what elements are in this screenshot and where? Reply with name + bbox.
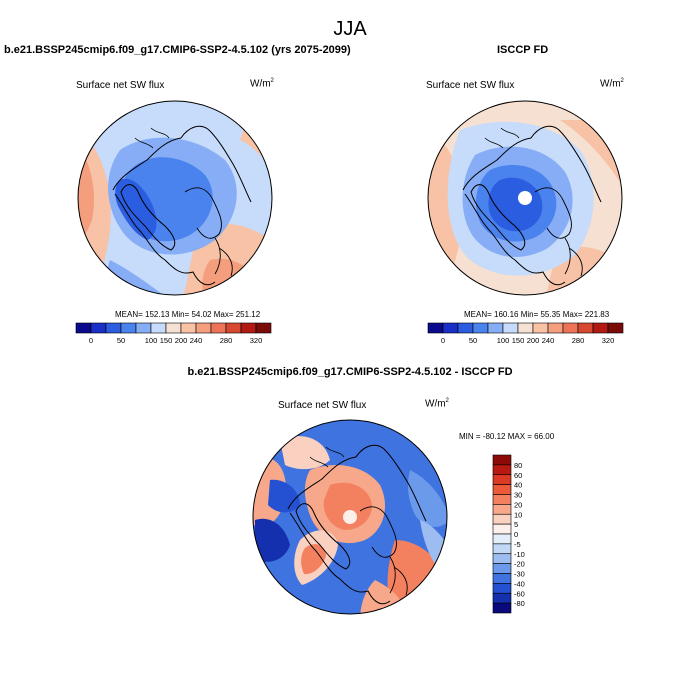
- panel-2-stats: MEAN= 160.16 Min= 55.35 Max= 221.83: [464, 310, 610, 319]
- panel-3-colorbar-box: [492, 454, 512, 466]
- panel-2-colorbar-tick-label: 320: [602, 336, 615, 345]
- panel-3-colorbar-box: [492, 583, 512, 594]
- panel-2-colorbar-box: [517, 322, 534, 334]
- panel-3-colorbar-tick-label: -30: [514, 570, 525, 579]
- panel-3-title: b.e21.BSSP245cmip6.f09_g17.CMIP6-SSP2-4.…: [187, 366, 513, 378]
- panel-3-colorbar-box: [492, 504, 512, 515]
- panel-3-colorbar-box: [492, 494, 512, 505]
- panel-3-colorbar-tick-label: 5: [514, 520, 518, 529]
- panel-3-stats: MIN = -80.12 MAX = 66.00: [459, 432, 555, 441]
- panel-2-colorbar-box: [487, 322, 504, 334]
- panel-1-colorbar-tick-label: 200: [175, 336, 188, 345]
- panel-1-colorbar-box: [165, 322, 182, 334]
- panel-2-colorbar-box: [532, 322, 549, 334]
- panel-2-colorbar-tick-label: 150: [512, 336, 525, 345]
- panel-3-colorbar-box: [492, 464, 512, 476]
- panel-1-colorbar-box: [150, 322, 167, 334]
- panel-1-title: b.e21.BSSP245cmip6.f09_g17.CMIP6-SSP2-4.…: [4, 44, 351, 56]
- panel-3-colorbar-box: [492, 592, 512, 604]
- panel-2-colorbar-box: [547, 322, 564, 334]
- panel-3-units: W/m2: [425, 398, 449, 410]
- panel-3-colorbar-tick-label: 0: [514, 530, 518, 539]
- panel-3-colorbar-box: [492, 474, 512, 485]
- panel-3-colorbar-box: [492, 602, 512, 614]
- panel-2-map: [427, 100, 623, 296]
- panel-2-colorbar-box: [427, 322, 444, 334]
- panel-3-colorbar-tick-label: -80: [514, 599, 525, 608]
- panel-1-units: W/m2: [250, 78, 274, 90]
- panel-1-colorbar-box: [195, 322, 212, 334]
- panel-1-colorbar-tick-label: 100: [145, 336, 158, 345]
- panel-1-colorbar-tick-label: 50: [117, 336, 125, 345]
- panel-3-colorbar-box: [492, 533, 512, 545]
- panel-1-colorbar-box: [255, 322, 272, 334]
- panel-3-colorbar-tick-label: -20: [514, 560, 525, 569]
- panel-1-colorbar: 0 50 100 150 200 240 280 320: [75, 322, 272, 345]
- panel-3-colorbar-tick-label: 20: [514, 500, 522, 509]
- panel-2-colorbar-box: [592, 322, 609, 334]
- panel-1-colorbar-tick-label: 0: [89, 336, 93, 345]
- panel-2-colorbar-tick-label: 280: [572, 336, 585, 345]
- panel-1-colorbar-box: [180, 322, 197, 334]
- panel-1-colorbar-box: [225, 322, 242, 334]
- panel-2-colorbar-tick-label: 100: [497, 336, 510, 345]
- panel-2-colorbar-box: [577, 322, 594, 334]
- panel-1-colorbar-box: [210, 322, 227, 334]
- panel-1-colorbar-box: [240, 322, 257, 334]
- panel-2-colorbar-tick-label: 0: [441, 336, 445, 345]
- panel-1-colorbar-box: [75, 322, 92, 334]
- panel-2-colorbar: 0 50 100 150 200 240 280 320: [427, 322, 624, 345]
- panel-3-colorbar-box: [492, 553, 512, 564]
- panel-1-colorbar-box: [135, 322, 152, 334]
- panel-3-colorbar-box: [492, 513, 512, 525]
- panel-3-colorbar-tick-label: 60: [514, 471, 522, 480]
- panel-3-colorbar-box: [492, 523, 512, 535]
- panel-1-map: [77, 100, 273, 296]
- panel-3-colorbar-tick-label: -10: [514, 550, 525, 559]
- panel-3-variable: Surface net SW flux: [278, 400, 367, 411]
- panel-2-colorbar-box: [472, 322, 489, 334]
- panel-1-colorbar-box: [105, 322, 122, 334]
- panel-1-colorbar-tick-label: 150: [160, 336, 173, 345]
- panel-3-colorbar-box: [492, 484, 512, 495]
- panel-1-variable: Surface net SW flux: [76, 80, 165, 91]
- panel-1-colorbar-tick-label: 240: [190, 336, 203, 345]
- panel-2-units: W/m2: [600, 78, 624, 90]
- panel-3-colorbar-tick-label: 40: [514, 481, 522, 490]
- panel-1-colorbar-tick-label: 280: [220, 336, 233, 345]
- panel-3-colorbar-box: [492, 563, 512, 574]
- panel-1-colorbar-box: [90, 322, 107, 334]
- panel-1-stats: MEAN= 152.13 Min= 54.02 Max= 251.12: [115, 310, 261, 319]
- panel-2-colorbar-box: [502, 322, 519, 334]
- panel-2-variable: Surface net SW flux: [426, 80, 515, 91]
- panel-3-colorbar-tick-label: -40: [514, 579, 525, 588]
- panel-2-colorbar-box: [442, 322, 459, 334]
- panel-3-colorbar-tick-label: 10: [514, 510, 522, 519]
- panel-1-colorbar-tick-label: 320: [250, 336, 263, 345]
- panel-2-colorbar-box: [562, 322, 579, 334]
- panel-3-colorbar-box: [492, 543, 512, 555]
- panel-2-colorbar-tick-label: 200: [527, 336, 540, 345]
- panel-3-colorbar-box: [492, 573, 512, 584]
- panel-3-map: [252, 419, 448, 615]
- figure-title: JJA: [333, 18, 367, 40]
- panel-3-colorbar-tick-label: 80: [514, 461, 522, 470]
- panel-2-title: ISCCP FD: [497, 44, 549, 56]
- panel-1-colorbar-box: [120, 322, 137, 334]
- panel-3-colorbar-tick-label: -5: [514, 540, 521, 549]
- panel-3-colorbar-tick-label: 30: [514, 491, 522, 500]
- panel-2-colorbar-box: [607, 322, 624, 334]
- panel-2-colorbar-box: [457, 322, 474, 334]
- panel-3-colorbar-tick-label: -60: [514, 589, 525, 598]
- panel-2-colorbar-tick-label: 240: [542, 336, 555, 345]
- panel-2-colorbar-tick-label: 50: [469, 336, 477, 345]
